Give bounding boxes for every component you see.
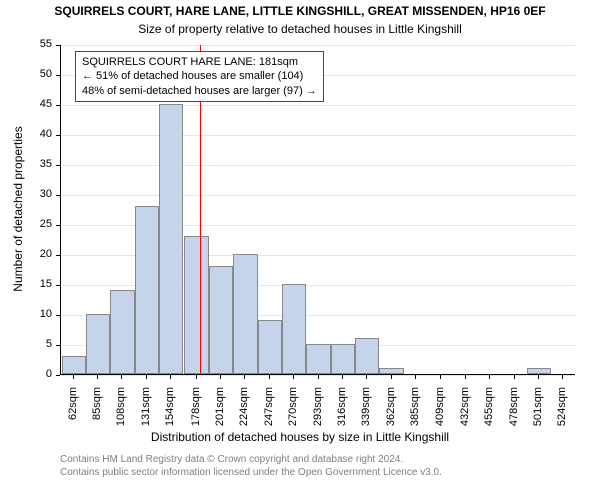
- x-tick: [293, 375, 294, 379]
- histogram-bar: [282, 284, 306, 374]
- y-tick: [56, 105, 60, 106]
- y-tick: [56, 345, 60, 346]
- grid-line: [61, 105, 575, 106]
- x-tick-label: 201sqm: [214, 387, 226, 437]
- x-tick: [415, 375, 416, 379]
- histogram-bar: [62, 356, 86, 374]
- histogram-bar: [110, 290, 134, 374]
- histogram-bar: [331, 344, 355, 374]
- x-tick-label: 270sqm: [287, 387, 299, 437]
- x-tick: [196, 375, 197, 379]
- y-tick: [56, 285, 60, 286]
- x-tick: [97, 375, 98, 379]
- x-tick: [269, 375, 270, 379]
- x-tick-label: 432sqm: [459, 387, 471, 437]
- y-tick-label: 55: [22, 38, 52, 50]
- x-tick: [489, 375, 490, 379]
- y-tick: [56, 165, 60, 166]
- y-tick-label: 45: [22, 98, 52, 110]
- y-tick: [56, 375, 60, 376]
- x-tick-label: 62sqm: [67, 387, 79, 437]
- y-tick-label: 50: [22, 68, 52, 80]
- grid-line: [61, 45, 575, 46]
- annotation-smaller-pct: ← 51% of detached houses are smaller (10…: [82, 69, 317, 83]
- y-tick: [56, 135, 60, 136]
- x-tick-label: 316sqm: [336, 387, 348, 437]
- y-tick: [56, 45, 60, 46]
- grid-line: [61, 195, 575, 196]
- x-tick-label: 362sqm: [385, 387, 397, 437]
- x-tick-label: 247sqm: [263, 387, 275, 437]
- histogram-bar: [233, 254, 257, 374]
- chart-subtitle: Size of property relative to detached ho…: [0, 22, 600, 36]
- x-tick: [391, 375, 392, 379]
- histogram-bar: [159, 104, 183, 374]
- x-tick: [366, 375, 367, 379]
- y-tick-label: 0: [22, 368, 52, 380]
- y-tick: [56, 195, 60, 196]
- x-tick: [73, 375, 74, 379]
- y-tick: [56, 75, 60, 76]
- y-tick-label: 25: [22, 218, 52, 230]
- y-tick: [56, 255, 60, 256]
- x-tick-label: 501sqm: [532, 387, 544, 437]
- x-tick: [440, 375, 441, 379]
- y-tick-label: 40: [22, 128, 52, 140]
- x-tick-label: 455sqm: [483, 387, 495, 437]
- x-tick-label: 339sqm: [360, 387, 372, 437]
- annotation-larger-pct: 48% of semi-detached houses are larger (…: [82, 84, 317, 98]
- y-tick: [56, 315, 60, 316]
- footer-line-2: Contains public sector information licen…: [60, 466, 442, 479]
- histogram-bar: [355, 338, 379, 374]
- grid-line: [61, 165, 575, 166]
- x-tick-label: 224sqm: [238, 387, 250, 437]
- footer-line-1: Contains HM Land Registry data © Crown c…: [60, 453, 442, 466]
- histogram-bar: [184, 236, 208, 374]
- histogram-bar: [86, 314, 110, 374]
- x-tick-label: 524sqm: [556, 387, 568, 437]
- x-tick-label: 385sqm: [409, 387, 421, 437]
- annotation-property-size: SQUIRRELS COURT HARE LANE: 181sqm: [82, 55, 317, 69]
- y-tick: [56, 225, 60, 226]
- x-tick: [121, 375, 122, 379]
- x-tick: [170, 375, 171, 379]
- property-annotation-box: SQUIRRELS COURT HARE LANE: 181sqm ← 51% …: [75, 51, 324, 102]
- y-tick-label: 35: [22, 158, 52, 170]
- y-tick-label: 30: [22, 188, 52, 200]
- x-tick: [220, 375, 221, 379]
- x-tick: [538, 375, 539, 379]
- y-tick-label: 10: [22, 308, 52, 320]
- x-tick-label: 131sqm: [140, 387, 152, 437]
- footer-attribution: Contains HM Land Registry data © Crown c…: [60, 453, 442, 479]
- x-tick-label: 293sqm: [312, 387, 324, 437]
- x-tick: [514, 375, 515, 379]
- x-tick-label: 478sqm: [508, 387, 520, 437]
- x-tick: [318, 375, 319, 379]
- histogram-bar: [135, 206, 159, 374]
- y-tick-label: 20: [22, 248, 52, 260]
- histogram-bar: [379, 368, 403, 374]
- grid-line: [61, 135, 575, 136]
- x-tick: [562, 375, 563, 379]
- histogram-bar: [258, 320, 282, 374]
- histogram-bar: [527, 368, 551, 374]
- x-tick: [465, 375, 466, 379]
- x-tick-label: 178sqm: [190, 387, 202, 437]
- x-tick-label: 154sqm: [164, 387, 176, 437]
- x-tick: [244, 375, 245, 379]
- x-tick-label: 85sqm: [91, 387, 103, 437]
- x-tick: [342, 375, 343, 379]
- x-tick: [146, 375, 147, 379]
- y-tick-label: 5: [22, 338, 52, 350]
- chart-main-title: SQUIRRELS COURT, HARE LANE, LITTLE KINGS…: [0, 4, 600, 18]
- y-tick-label: 15: [22, 278, 52, 290]
- x-tick-label: 108sqm: [115, 387, 127, 437]
- histogram-bar: [209, 266, 233, 374]
- histogram-bar: [306, 344, 330, 374]
- x-tick-label: 409sqm: [434, 387, 446, 437]
